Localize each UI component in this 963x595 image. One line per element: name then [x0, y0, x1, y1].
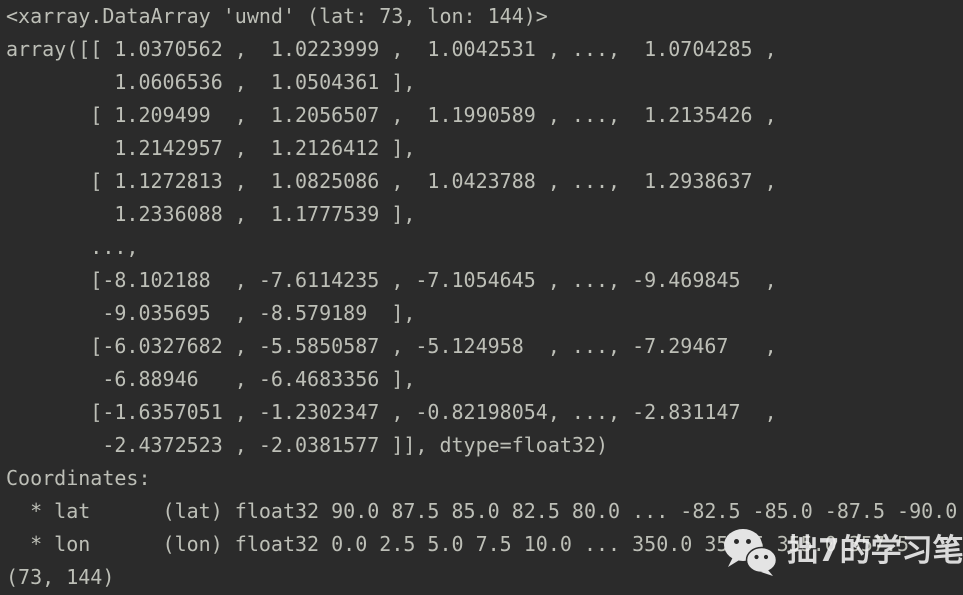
array-values-line: [ 1.1272813 , 1.0825086 , 1.0423788 , ..…: [6, 169, 777, 193]
coordinate-lat-line: * lat (lat) float32 90.0 87.5 85.0 82.5 …: [6, 499, 958, 523]
array-values-line: [-1.6357051 , -1.2302347 , -0.82198054, …: [6, 400, 777, 424]
dataarray-header-line: <xarray.DataArray 'uwnd' (lat: 73, lon: …: [6, 4, 548, 28]
array-values-line: -9.035695 , -8.579189 ],: [6, 301, 416, 325]
array-values-line: [-8.102188 , -7.6114235 , -7.1054645 , .…: [6, 268, 777, 292]
array-values-line: 1.2142957 , 1.2126412 ],: [6, 136, 416, 160]
coordinate-lon-line: * lon (lon) float32 0.0 2.5 5.0 7.5 10.0…: [6, 532, 910, 556]
array-values-line: 1.2336088 , 1.1777539 ],: [6, 202, 416, 226]
array-dtype-line: -2.4372523 , -2.0381577 ]], dtype=float3…: [6, 433, 609, 457]
array-values-line: -6.88946 , -6.4683356 ],: [6, 367, 416, 391]
array-values-line: [ 1.209499 , 1.2056507 , 1.1990589 , ...…: [6, 103, 777, 127]
array-values-line: [-6.0327682 , -5.5850587 , -5.124958 , .…: [6, 334, 777, 358]
array-values-line: 1.0606536 , 1.0504361 ],: [6, 70, 416, 94]
array-ellipsis-line: ...,: [6, 235, 139, 259]
shape-tuple-line: (73, 144): [6, 565, 115, 589]
array-values-line: array([[ 1.0370562 , 1.0223999 , 1.00425…: [6, 37, 777, 61]
coordinates-header-line: Coordinates:: [6, 466, 151, 490]
